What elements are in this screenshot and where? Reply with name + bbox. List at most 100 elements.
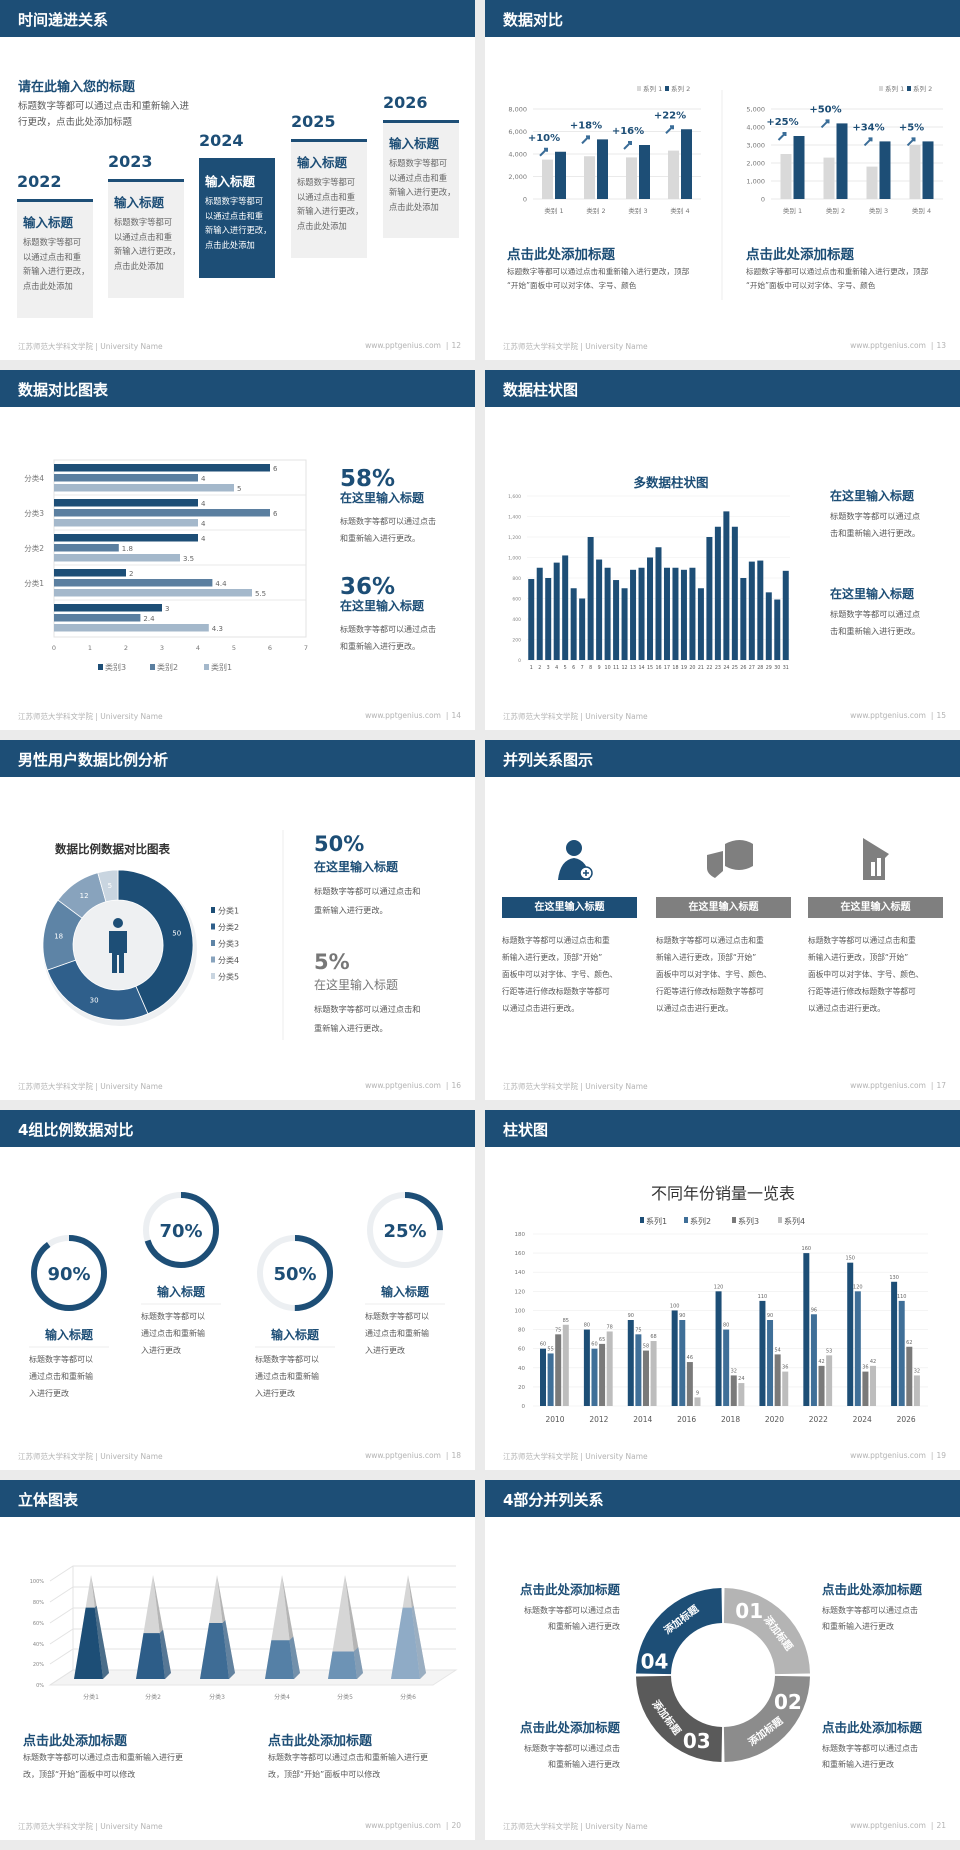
desc-line: 标题数字等都可以通过点击 [822, 1606, 918, 1615]
page-number: 19 [936, 1451, 946, 1460]
item-title-button[interactable]: 在这里输入标题 [808, 897, 943, 918]
caption-title: 点击此处添加标题 [746, 247, 854, 263]
data-label: 4 [201, 520, 206, 528]
footer-university: 江苏师范大学科文学院 | University Name [503, 712, 648, 721]
legend-label: 分类3 [218, 939, 239, 949]
desc-line: 新输入进行更改，顶部“开始” [502, 953, 603, 962]
data-label: 80 [723, 1323, 729, 1329]
x-tick-label: 分类3 [209, 1693, 225, 1701]
bar [663, 567, 670, 660]
x-tick-label: 26 [740, 665, 746, 671]
item-title-button[interactable]: 在这里输入标题 [502, 897, 637, 918]
y-tick-label: 200 [512, 638, 521, 644]
x-tick-label: 2010 [545, 1415, 564, 1424]
step-year: 2025 [291, 112, 336, 131]
footer-right: www.pptgenius.com | 19 [850, 1451, 946, 1460]
desc-line: 标题数字等都可以通过点 [830, 609, 921, 619]
bar-系列4 [826, 1355, 833, 1406]
step-desc-line: 新输入进行更改， [23, 266, 90, 276]
x-tick-label: 2020 [765, 1415, 784, 1424]
stat-title: 在这里输入标题 [314, 860, 399, 874]
x-tick-label: 12 [622, 665, 628, 671]
footer-sep: | [930, 1451, 934, 1460]
data-label: 100 [670, 1303, 680, 1309]
data-label: 60 [591, 1342, 597, 1348]
data-label: 90 [628, 1313, 634, 1319]
x-tick-label: 11 [613, 665, 619, 671]
stat-value: 5% [314, 950, 350, 974]
item-title-button[interactable]: 在这里输入标题 [656, 897, 791, 918]
slide-title: 数据对比图表 [18, 381, 109, 399]
footer-university: 江苏师范大学科文学院 | University Name [18, 712, 163, 721]
x-tick-label: 类别 1 [544, 206, 563, 215]
footer-site: www.pptgenius.com [850, 1451, 926, 1460]
x-tick-label: 类别 1 [783, 206, 802, 215]
person-body [109, 931, 127, 973]
data-label: 60 [540, 1342, 546, 1348]
step-desc-line: 标题数字等都可 [205, 196, 264, 206]
legend-swatch [211, 923, 215, 930]
legend-swatch [640, 1217, 644, 1223]
footer-sep: | [930, 1081, 934, 1090]
x-tick-label: 2 [538, 665, 541, 671]
footer-sep: | [445, 1451, 449, 1460]
data-label: 5.5 [255, 590, 266, 598]
desc-line: “开始”面板中可以对字体、字号、颜色 [507, 281, 637, 290]
page-number: 16 [451, 1081, 461, 1090]
bar-系列2 [767, 1320, 774, 1406]
pyramid-value-side [222, 1620, 235, 1679]
x-tick-label: 28 [757, 665, 763, 671]
bar [655, 547, 662, 660]
step-year: 2023 [108, 152, 153, 171]
legend-swatch [211, 907, 215, 913]
legend-label: 分类1 [218, 906, 239, 916]
arrow-up-right-icon [539, 147, 548, 157]
x-tick-label: 27 [749, 665, 755, 671]
bar [740, 578, 747, 660]
step-desc-line: 点击此处添加 [114, 260, 164, 271]
bar-类别1 [54, 624, 209, 632]
y-tick-label: 0 [518, 658, 521, 664]
data-label: 65 [599, 1337, 605, 1343]
slide-title: 并列关系图示 [503, 751, 594, 769]
text-title: 点击此处添加标题 [822, 1720, 923, 1735]
slice-label: 12 [80, 892, 89, 900]
person-head [113, 918, 123, 928]
arrow-up-right-icon [623, 141, 632, 150]
legend-swatch [637, 86, 641, 91]
category-label: 分类1 [24, 578, 44, 588]
slide-header: 并列关系图示 [485, 740, 960, 777]
ring-segment-04 [636, 1588, 723, 1675]
y-tick-label: 1,400 [508, 515, 521, 521]
y-tick-label: 40% [33, 1642, 44, 1648]
step-card [199, 161, 275, 278]
gridline [49, 1565, 456, 1582]
desc-line: 标题数字等都可以通过点击和 [314, 1004, 421, 1014]
footer-university: 江苏师范大学科文学院 | University Name [18, 1452, 163, 1461]
bar-系列4 [606, 1331, 613, 1406]
page-number: 13 [936, 341, 946, 350]
legend-label: 分类5 [218, 972, 239, 982]
step-desc-line: 以通过点击和重 [205, 210, 264, 221]
slide-12: 时间递进关系 江苏师范大学科文学院 | University Name www.pp… [0, 0, 475, 360]
slide-title: 4组比例数据对比 [18, 1121, 134, 1139]
bar-系列1 [847, 1262, 854, 1406]
desc-line: 新输入进行更改，顶部“开始” [808, 953, 909, 962]
footer-sep: | [930, 341, 934, 350]
slide-header: 数据对比图表 [0, 370, 475, 407]
y-tick-label: 0 [522, 1404, 526, 1410]
pyramid-value [74, 1607, 103, 1679]
x-tick-label: 分类5 [337, 1693, 353, 1701]
segment-number: 03 [683, 1729, 711, 1753]
gridline [49, 1628, 456, 1645]
step-year: 2022 [17, 172, 62, 191]
desc-line: 入进行更改 [255, 1389, 295, 1398]
arrow-up-right-icon [777, 132, 787, 141]
step-divider [17, 199, 93, 202]
x-tick-label: 30 [774, 665, 780, 671]
desc-line: 和重新输入进行更改 [822, 1760, 894, 1769]
bar [536, 567, 543, 660]
data-label: 3.5 [183, 555, 194, 563]
slide-header: 男性用户数据比例分析 [0, 740, 475, 777]
data-label: 120 [714, 1284, 724, 1290]
